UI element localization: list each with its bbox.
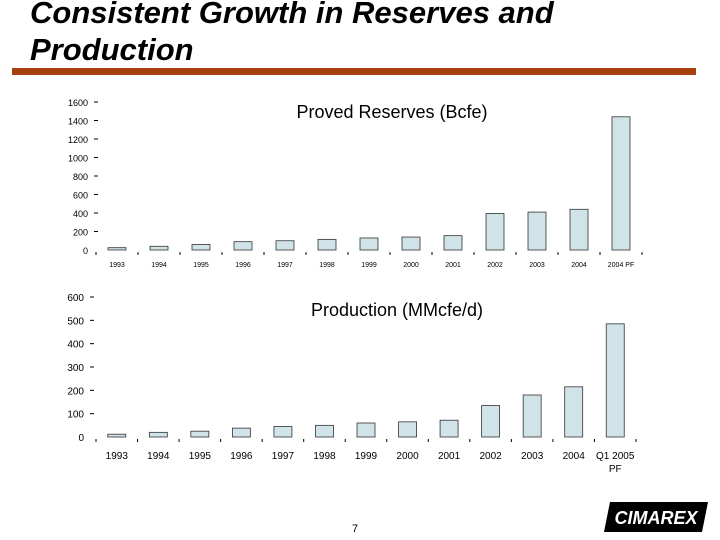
production-y-tick-label: 0 (78, 433, 84, 444)
reserves-y-tick-label: 200 (73, 228, 88, 238)
reserves-y-tick-label: 1000 (68, 154, 88, 164)
slide-title: Consistent Growth in Reserves and Produc… (30, 0, 554, 67)
production-bar (522, 394, 542, 438)
production-y-tick-label: 600 (67, 293, 84, 304)
reserves-bar (611, 116, 631, 251)
production-category-label: 1995 (189, 451, 212, 462)
reserves-category-label: 1995 (193, 262, 209, 269)
production-category-label: 1996 (230, 451, 253, 462)
production-bar (315, 424, 334, 438)
production-chart: Production (MMcfe/d) 0 100 200 300 400 500 600… (67, 293, 637, 475)
reserves-bar (233, 241, 253, 251)
production-chart-title: Production (MMcfe/d) (311, 300, 483, 320)
reserves-bar (443, 235, 463, 251)
production-bar (190, 430, 210, 438)
production-y-tick-label: 400 (67, 340, 84, 351)
reserves-category-label: 1993 (109, 262, 125, 269)
production-bar (564, 386, 584, 438)
reserves-bar (191, 244, 211, 251)
reserves-bar (107, 247, 127, 251)
cimarex-logo: CIMAREX (604, 502, 708, 532)
reserves-category-label: 2004 PF (608, 262, 634, 269)
reserves-category-label: 2001 (445, 262, 461, 269)
svg-text:CIMAREX: CIMAREX (614, 508, 698, 528)
reserves-category-label: 1996 (235, 262, 251, 269)
production-bar (273, 426, 293, 438)
production-category-label: 2000 (396, 451, 419, 462)
production-y-tick-label: 200 (67, 386, 84, 397)
production-category-label: 1993 (106, 451, 129, 462)
reserves-y-tick-label: 600 (73, 191, 88, 201)
reserves-bar (359, 237, 379, 251)
reserves-bar (485, 213, 505, 251)
production-category-label: 1997 (272, 451, 295, 462)
production-category-label: 1998 (313, 451, 336, 462)
production-category-label: 2002 (479, 451, 502, 462)
production-bar (231, 427, 251, 438)
reserves-y-tick-label: 1200 (68, 135, 88, 145)
reserves-category-label: 2003 (529, 262, 545, 269)
reserves-y-tick-label: 400 (73, 209, 88, 219)
reserves-bar (317, 238, 337, 251)
production-category-label: 1994 (147, 451, 170, 462)
production-y-tick-label: 100 (67, 410, 84, 421)
reserves-category-label: 1998 (319, 262, 335, 269)
reserves-category-label: 2002 (487, 262, 503, 269)
reserves-y-tick-label: 0 (83, 246, 88, 256)
production-bar (356, 422, 376, 438)
production-y-tick-label: 500 (67, 316, 84, 327)
production-bar (107, 433, 127, 438)
title-rule (12, 68, 696, 75)
page-number: 7 (352, 523, 359, 535)
reserves-y-tick-label: 1600 (68, 98, 88, 108)
reserves-bar (569, 208, 589, 251)
reserves-y-tick-label: 800 (73, 172, 88, 182)
reserves-category-label: 1994 (151, 262, 167, 269)
production-bar (481, 405, 501, 438)
production-category-label: 2004 (563, 451, 586, 462)
production-bar (605, 323, 625, 438)
reserves-y-tick-label: 1400 (68, 117, 88, 127)
production-bar (398, 421, 417, 438)
reserves-bar (149, 245, 169, 251)
reserves-chart: Proved Reserves (Bcfe) 0 200 400 600 800 1000… (68, 98, 643, 269)
production-category-label: 2001 (438, 451, 461, 462)
reserves-chart-title: Proved Reserves (Bcfe) (296, 102, 487, 122)
reserves-category-label: 1997 (277, 262, 293, 269)
reserves-bar (275, 240, 295, 251)
production-category-label: 2003 (521, 451, 544, 462)
reserves-bar (527, 211, 547, 251)
production-bar (148, 431, 168, 438)
reserves-category-label: 1999 (361, 262, 377, 269)
reserves-category-label: 2000 (403, 262, 419, 269)
production-category-label: Q1 2005 PF (596, 451, 635, 475)
production-y-tick-label: 300 (67, 363, 84, 374)
production-bar (439, 419, 459, 438)
production-category-label: 1999 (355, 451, 378, 462)
reserves-bar (401, 236, 421, 251)
reserves-category-label: 2004 (571, 262, 587, 269)
